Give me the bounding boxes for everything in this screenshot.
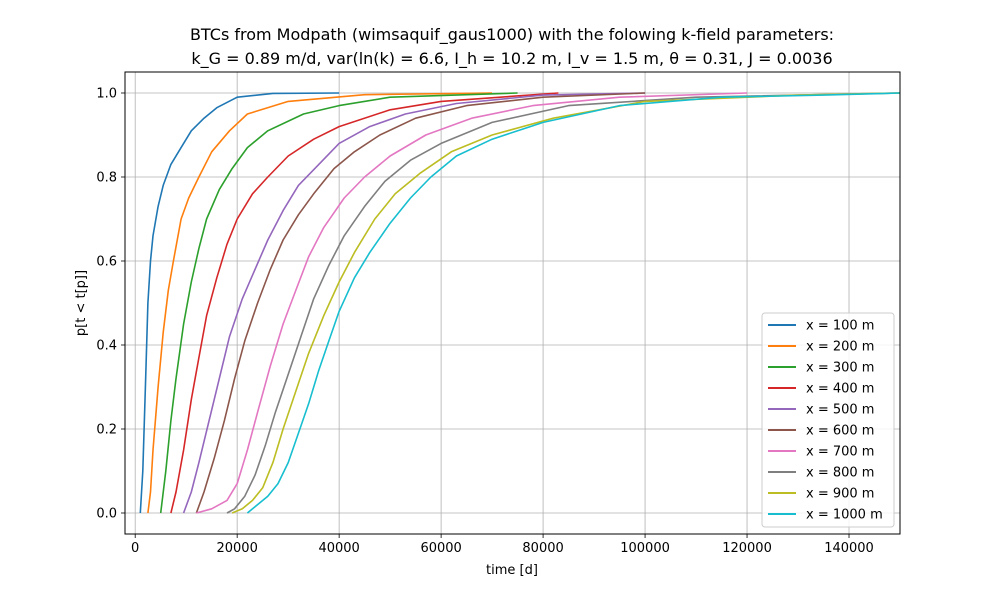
y-tick-label: 0.4 xyxy=(96,339,117,354)
legend-label: x = 300 m xyxy=(806,361,874,376)
x-axis-label: time [d] xyxy=(486,563,538,578)
legend-label: x = 100 m xyxy=(806,319,874,334)
x-tick-label: 20000 xyxy=(216,541,257,556)
legend: x = 100 m x = 200 m x = 300 m x = 400 m x = … xyxy=(761,312,895,528)
y-tick-label: 0.2 xyxy=(96,423,117,438)
legend-label: x = 600 m xyxy=(806,424,874,439)
series-line-7 xyxy=(196,92,748,514)
y-tick-label: 0.6 xyxy=(96,255,117,270)
legend-label: x = 1000 m xyxy=(806,508,883,523)
y-ticks: 0.0 0.2 0.4 0.6 0.8 1.0 xyxy=(96,87,125,522)
series-line-2 xyxy=(147,92,493,514)
legend-label: x = 700 m xyxy=(806,445,874,460)
series-line-10 xyxy=(246,92,900,514)
chart-title-line2: k_G = 0.89 m/d, var(ln(k) = 6.6, I_h = 1… xyxy=(191,49,832,69)
y-tick-label: 0.0 xyxy=(96,507,117,522)
series-line-8 xyxy=(226,92,900,514)
x-tick-label: 80000 xyxy=(522,541,563,556)
series-lines xyxy=(139,92,900,514)
legend-label: x = 400 m xyxy=(806,382,874,397)
x-tick-label: 40000 xyxy=(318,541,359,556)
chart-title-line1: BTCs from Modpath (wimsaquif_gaus1000) w… xyxy=(190,25,834,45)
x-tick-label: 0 xyxy=(131,541,139,556)
plot-frame xyxy=(124,71,901,535)
x-tick-label: 140000 xyxy=(824,541,874,556)
series-line-4 xyxy=(170,92,559,514)
x-tick-label: 60000 xyxy=(420,541,461,556)
x-tick-label: 120000 xyxy=(722,541,772,556)
y-axis-label: p[t < t[p]] xyxy=(74,270,89,336)
series-line-5 xyxy=(182,92,646,514)
legend-label: x = 900 m xyxy=(806,487,874,502)
series-line-9 xyxy=(231,92,900,514)
legend-label: x = 500 m xyxy=(806,403,874,418)
legend-label: x = 800 m xyxy=(806,466,874,481)
x-tick-label: 100000 xyxy=(620,541,670,556)
series-line-6 xyxy=(195,92,646,514)
y-tick-label: 0.8 xyxy=(96,171,117,186)
legend-label: x = 200 m xyxy=(806,340,874,355)
y-tick-label: 1.0 xyxy=(96,87,117,102)
series-line-1 xyxy=(139,92,340,514)
series-line-3 xyxy=(159,92,518,514)
x-ticks: 0 20000 40000 60000 80000 100000 120000 140000 xyxy=(131,534,874,556)
